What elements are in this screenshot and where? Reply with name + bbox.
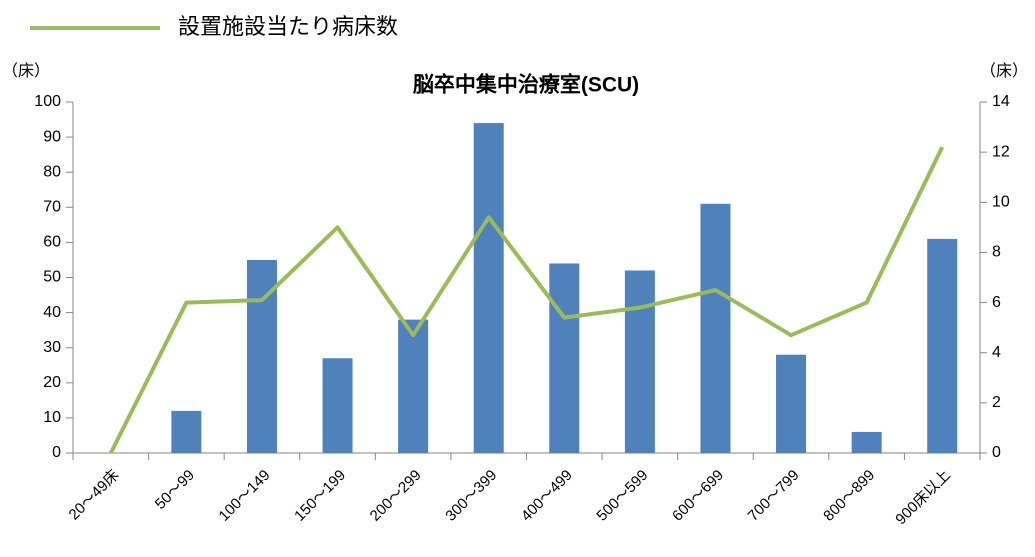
bar (322, 358, 353, 453)
y-tick-label: 40 (43, 304, 61, 321)
y-tick-label: 90 (43, 128, 61, 145)
x-tick-label: 50〜99 (152, 467, 198, 513)
x-tick-label: 300〜399 (442, 467, 500, 525)
y-tick-label: 60 (43, 234, 61, 251)
y2-tick-label: 12 (992, 143, 1010, 160)
bar (398, 319, 429, 453)
y2-tick-label: 6 (992, 294, 1001, 311)
x-tick-label: 500〜599 (593, 467, 651, 525)
x-tick-label: 150〜199 (291, 467, 349, 525)
bar (549, 263, 580, 453)
x-tick-label: 700〜799 (745, 467, 803, 525)
x-tick-label: 200〜299 (367, 467, 425, 525)
legend-label: 設置施設当たり病床数 (178, 14, 398, 39)
bar (473, 123, 504, 453)
y-tick-label: 70 (43, 199, 61, 216)
y2-axis-label: （床） (980, 62, 1028, 80)
bar (171, 410, 202, 453)
y2-tick-label: 8 (992, 244, 1001, 261)
y-tick-label: 10 (43, 409, 61, 426)
y-tick-label: 0 (52, 444, 61, 461)
x-tick-label: 20〜49床 (66, 467, 123, 524)
y2-tick-label: 10 (992, 194, 1010, 211)
y2-tick-label: 2 (992, 394, 1001, 411)
y-tick-label: 100 (34, 93, 61, 110)
x-tick-label: 800〜899 (820, 467, 878, 525)
bar (624, 270, 655, 453)
x-tick-label: 100〜149 (216, 467, 274, 525)
y-tick-label: 50 (43, 269, 61, 286)
y-axis-label: （床） (2, 62, 50, 80)
y2-tick-label: 4 (992, 344, 1001, 361)
bar (700, 203, 731, 453)
bar (776, 354, 807, 453)
x-tick-label: 900床以上 (892, 467, 954, 529)
y-tick-label: 20 (43, 374, 61, 391)
line (109, 146, 945, 454)
bar (851, 431, 882, 453)
y-tick-label: 80 (43, 163, 61, 180)
y-tick-label: 30 (43, 339, 61, 356)
x-tick-label: 600〜699 (669, 467, 727, 525)
chart-title: 脳卒中集中治療室(SCU) (413, 73, 639, 97)
y2-tick-label: 0 (992, 444, 1001, 461)
x-tick-label: 400〜499 (518, 467, 576, 525)
y2-tick-label: 14 (992, 93, 1010, 110)
bar (927, 238, 958, 453)
